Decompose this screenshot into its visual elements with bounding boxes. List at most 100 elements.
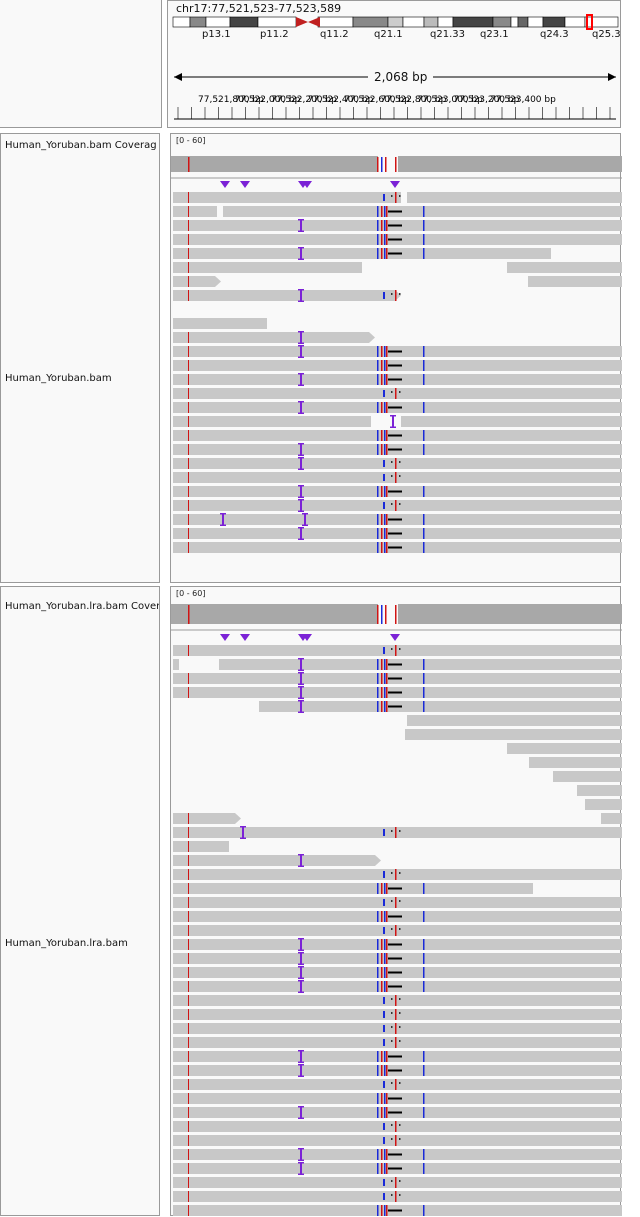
deletion (388, 378, 402, 381)
read (173, 248, 551, 259)
read (173, 262, 362, 273)
mismatch (386, 374, 388, 385)
mismatch (377, 248, 379, 259)
chromosome-band (257, 16, 297, 28)
read (173, 841, 229, 852)
insertion (222, 513, 224, 526)
mismatch (383, 1137, 385, 1144)
mismatch (383, 1025, 385, 1032)
insertion-cap (298, 991, 304, 993)
mismatch (395, 1135, 397, 1146)
mismatch (423, 1051, 425, 1062)
mismatch (381, 486, 383, 497)
track2-data-panel[interactable]: [0 - 60] (170, 586, 622, 1217)
mismatch (386, 234, 388, 245)
track1-data-panel[interactable]: [0 - 60] (170, 133, 622, 584)
insertion-cap (298, 527, 304, 529)
mismatch (423, 659, 425, 670)
chromosome-ideogram[interactable]: p13.1 p11.2 q11.2 q21.1 q21.33 q23.1 q24.3 q25.… (168, 1, 622, 129)
deletion (388, 252, 402, 255)
chromosome-band (205, 16, 231, 28)
deletion (388, 887, 402, 890)
mismatch-dot (391, 1040, 393, 1042)
span-label: 2,068 bp (368, 70, 434, 84)
current-region-marker (586, 14, 593, 30)
deletion (388, 915, 402, 918)
mismatch-dot (399, 1194, 401, 1196)
mismatch (377, 360, 379, 371)
track2-alignments[interactable] (171, 587, 622, 1217)
mismatch (423, 430, 425, 441)
read (223, 206, 622, 217)
mismatch-dot (391, 475, 393, 477)
mismatch-dot (399, 872, 401, 874)
mismatch (188, 883, 189, 894)
mismatch (188, 981, 189, 992)
track1-alignments[interactable] (171, 134, 622, 584)
mismatch-dot (399, 1180, 401, 1182)
mismatch (188, 402, 189, 413)
mismatch (381, 911, 383, 922)
mismatch (386, 1093, 388, 1104)
mismatch (383, 927, 385, 934)
mismatch (384, 953, 386, 964)
mismatch-dot (391, 928, 393, 930)
chromosome-band (564, 16, 586, 28)
read (173, 1009, 622, 1020)
read (407, 192, 622, 203)
read (173, 290, 395, 301)
mismatch (423, 1093, 425, 1104)
mismatch (188, 472, 189, 483)
deletion (388, 350, 402, 353)
mismatch (423, 486, 425, 497)
coverage-range: [0 - 60] (176, 136, 206, 145)
mismatch-dot (391, 1026, 393, 1028)
mismatch (188, 262, 189, 273)
mismatch (423, 206, 425, 217)
track2-name-panel[interactable]: Human_Yoruban.lra.bam Coverage Human_Yor… (0, 586, 160, 1216)
mismatch-dot (391, 461, 393, 463)
mismatch (188, 925, 189, 936)
band-label: p11.2 (260, 29, 289, 40)
band-label: q25.3 (592, 29, 621, 40)
mismatch-dot (391, 1194, 393, 1196)
chromosome-band (584, 16, 619, 28)
mismatch (395, 925, 397, 936)
mismatch (395, 897, 397, 908)
mismatch-dot (391, 900, 393, 902)
insertion-cap (298, 669, 304, 671)
coverage-track-name[interactable]: Human_Yoruban.bam Coverage (5, 140, 157, 151)
mismatch (395, 1121, 397, 1132)
insertion-cap (298, 496, 304, 498)
mismatch (386, 701, 388, 712)
insertion-cap (298, 949, 304, 951)
deletion (388, 434, 402, 437)
insertion (300, 457, 302, 470)
mismatch (381, 206, 383, 217)
mismatch (384, 402, 386, 413)
mismatch (377, 1107, 379, 1118)
coverage-track-name[interactable]: Human_Yoruban.lra.bam Coverage (5, 601, 159, 612)
insertion-cap (298, 247, 304, 249)
mismatch (188, 1023, 189, 1034)
mismatch (386, 444, 388, 455)
track1-name-panel[interactable]: Human_Yoruban.bam Coverage Human_Yoruban… (0, 133, 160, 583)
insertion-marker (302, 181, 312, 188)
mismatch (381, 1163, 383, 1174)
mismatch (188, 220, 189, 231)
insertion-cap (298, 538, 304, 540)
read-arrow (369, 332, 375, 343)
mismatch (386, 687, 388, 698)
read (601, 813, 622, 824)
mismatch (381, 360, 383, 371)
mismatch (188, 1037, 189, 1048)
mismatch (383, 1179, 385, 1186)
deletion (388, 1097, 402, 1100)
mismatch (188, 1135, 189, 1146)
mismatch (384, 528, 386, 539)
alignment-track-name[interactable]: Human_Yoruban.bam (5, 373, 112, 384)
mismatch (383, 460, 385, 467)
mismatch (381, 542, 383, 553)
alignment-track-name[interactable]: Human_Yoruban.lra.bam (5, 938, 128, 949)
mismatch (383, 1011, 385, 1018)
